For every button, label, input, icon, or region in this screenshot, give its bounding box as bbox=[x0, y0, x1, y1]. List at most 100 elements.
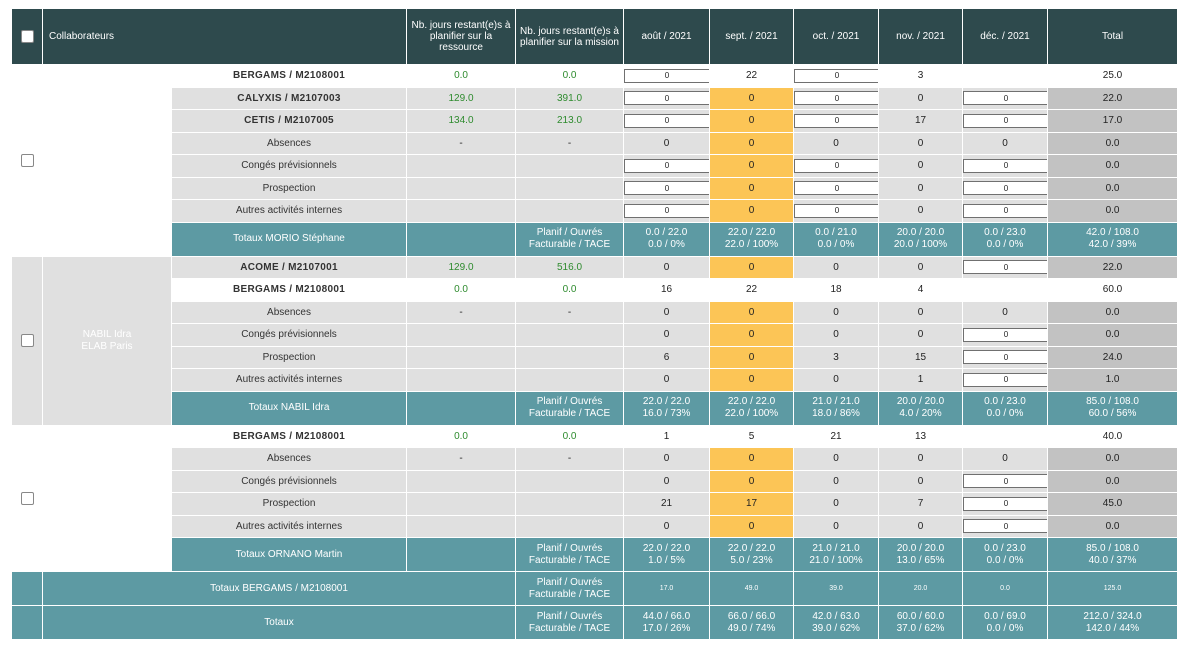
row-select-cell[interactable] bbox=[11, 255, 43, 426]
totals-month-oct-line: 21.0 / 21.0 bbox=[812, 396, 860, 407]
days-input[interactable] bbox=[624, 158, 709, 173]
table-row: Congés prévisionnels 0 0 0 0 0.0 bbox=[12, 469, 1179, 493]
days-input[interactable] bbox=[963, 496, 1047, 511]
table-row: Prospection 6 0 3 15 24.0 bbox=[12, 345, 1179, 369]
select-all-checkbox[interactable] bbox=[20, 30, 34, 43]
totals-month-aug-line: 16.0 / 73% bbox=[642, 408, 691, 419]
days-input[interactable] bbox=[963, 327, 1047, 342]
days-input[interactable] bbox=[963, 113, 1047, 128]
days-input[interactable] bbox=[794, 113, 878, 128]
grand-totals-kind-line: Planif / Ouvrés bbox=[536, 610, 603, 622]
totals-grand-line: 85.0 / 108.0 bbox=[1086, 542, 1139, 554]
days-input[interactable] bbox=[963, 260, 1047, 275]
days-value: 0 bbox=[663, 261, 670, 273]
month-cell-nov: 0 bbox=[878, 300, 964, 324]
days-input[interactable] bbox=[624, 203, 709, 218]
totals-month-dec-line: 0.0 / 0% bbox=[986, 239, 1024, 250]
totals-month-dec-line: 0.0 / 23.0 bbox=[984, 396, 1026, 407]
month-cell-oct: 21 bbox=[793, 424, 880, 448]
totals-kind-line: Facturable / TACE bbox=[528, 239, 611, 250]
days-input[interactable] bbox=[624, 181, 709, 196]
month-cell-nov: 17 bbox=[878, 109, 964, 133]
month-cell-oct bbox=[793, 154, 880, 178]
days-input[interactable] bbox=[963, 91, 1047, 106]
days-input[interactable] bbox=[963, 158, 1047, 173]
row-checkbox[interactable] bbox=[20, 491, 34, 505]
month-cell-dec: 0 bbox=[962, 131, 1049, 155]
totals-blank bbox=[406, 390, 517, 426]
month-header-dec[interactable]: déc. / 2021 bbox=[962, 8, 1049, 65]
remaining-resource-value bbox=[406, 345, 517, 369]
days-input[interactable] bbox=[624, 68, 709, 83]
row-checkbox[interactable] bbox=[20, 334, 34, 347]
totals-month-sep-line: 5.0 / 23% bbox=[730, 554, 773, 566]
days-input[interactable] bbox=[794, 91, 878, 106]
totals-month-oct: 0.0 / 21.0 0.0 / 0% bbox=[793, 221, 880, 257]
activity-label: Congés prévisionnels bbox=[170, 154, 408, 178]
month-cell-nov: 15 bbox=[878, 345, 964, 369]
days-input[interactable] bbox=[963, 372, 1047, 387]
row-select-cell[interactable] bbox=[11, 424, 43, 572]
days-input[interactable] bbox=[794, 181, 878, 196]
days-value: 0 bbox=[917, 306, 924, 318]
table-row: Autres activités internes 0 0 0 1 1.0 bbox=[12, 368, 1179, 392]
days-input[interactable] bbox=[963, 519, 1047, 534]
remaining-resource-value: - bbox=[406, 447, 517, 471]
days-input[interactable] bbox=[963, 203, 1047, 218]
month-header-sep[interactable]: sept. / 2021 bbox=[709, 8, 795, 65]
project-label: BERGAMS / M2108001 bbox=[170, 64, 408, 88]
month-cell-aug bbox=[623, 199, 711, 223]
days-value: 0 bbox=[748, 115, 755, 127]
month-cell-dec bbox=[962, 345, 1049, 369]
grand-totals-month-dec-line: 0.0 / 0% bbox=[986, 622, 1024, 634]
remaining-mission-header[interactable]: Nb. jours restant(e)s à planifier sur la… bbox=[515, 8, 625, 65]
days-input[interactable] bbox=[624, 113, 709, 128]
month-header-aug[interactable]: août / 2021 bbox=[623, 8, 711, 65]
days-value: 0 bbox=[917, 520, 924, 532]
days-input[interactable] bbox=[963, 350, 1047, 365]
month-header-nov[interactable]: nov. / 2021 bbox=[878, 8, 964, 65]
totals-kind-line: Planif / Ouvrés bbox=[536, 227, 603, 238]
totals-grand-line: 42.0 / 39% bbox=[1088, 239, 1137, 250]
grand-totals-spacer bbox=[11, 605, 43, 640]
days-input[interactable] bbox=[963, 181, 1047, 196]
row-checkbox[interactable] bbox=[20, 153, 34, 167]
row-total: 0.0 bbox=[1047, 447, 1179, 471]
days-input[interactable] bbox=[963, 474, 1047, 489]
days-input[interactable] bbox=[794, 158, 878, 173]
totals-month-sep-line: 22.0 / 100% bbox=[724, 239, 779, 250]
days-value: 0 bbox=[748, 182, 755, 194]
totals-month-nov-line: 20.0 / 20.0 bbox=[896, 227, 945, 238]
remaining-resource-header[interactable]: Nb. jours restant(e)s à planifier sur la… bbox=[406, 8, 517, 65]
table-row: Absences - -0 0 0 0 0 0.0 bbox=[12, 447, 1179, 471]
month-cell-oct: 0 bbox=[793, 447, 880, 471]
days-input[interactable] bbox=[624, 91, 709, 106]
remaining-resource-value bbox=[406, 323, 517, 347]
row-select-cell[interactable] bbox=[11, 64, 43, 257]
project-totals-row: Totaux BERGAMS / M2108001 Planif / Ouvrés… bbox=[11, 571, 1179, 606]
total-header[interactable]: Total bbox=[1047, 8, 1179, 65]
month-cell-sep: 22 bbox=[709, 278, 795, 302]
days-value: 0 bbox=[833, 453, 839, 465]
table-row: MORIO Stéphane ELAB Toulouse BERGAMS / M21… bbox=[11, 64, 1179, 257]
days-value: 13 bbox=[914, 430, 927, 442]
collaborator-cell: NABIL Idra ELAB Paris bbox=[42, 255, 172, 426]
row-total: 45.0 bbox=[1047, 492, 1179, 516]
month-cell-dec bbox=[962, 368, 1049, 392]
month-cell-oct: 0 bbox=[793, 300, 880, 324]
days-input[interactable] bbox=[794, 203, 878, 218]
select-all-cell[interactable] bbox=[11, 8, 43, 65]
month-header-oct[interactable]: oct. / 2021 bbox=[793, 8, 880, 65]
grand-totals-month-aug: 44.0 / 66.0 17.0 / 26% bbox=[623, 605, 711, 640]
row-total: 0.0 bbox=[1047, 469, 1179, 493]
remaining-mission-value: 0.0 bbox=[515, 64, 625, 88]
remaining-mission-value bbox=[515, 154, 625, 178]
days-input[interactable] bbox=[794, 68, 878, 83]
totals-grand-line: 42.0 / 108.0 bbox=[1086, 227, 1139, 238]
collaborators-header[interactable]: Collaborateurs bbox=[41, 8, 408, 65]
month-cell-aug bbox=[623, 86, 711, 110]
month-cell-sep: 22 bbox=[709, 64, 795, 88]
days-value: 0 bbox=[833, 137, 839, 149]
totals-kind: Planif / Ouvrés Facturable / TACE bbox=[515, 221, 625, 257]
activity-label: Autres activités internes bbox=[170, 199, 408, 223]
